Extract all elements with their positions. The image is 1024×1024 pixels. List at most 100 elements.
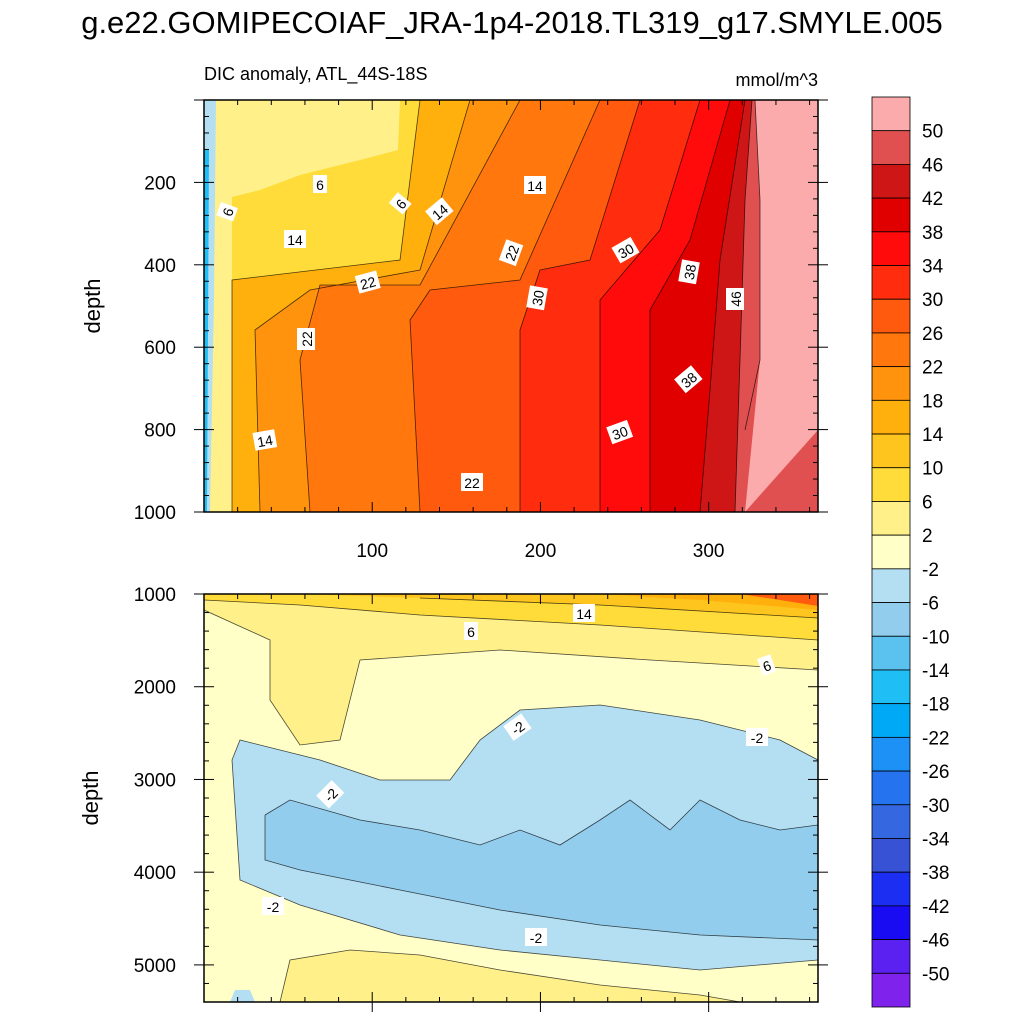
svg-text:14: 14 xyxy=(256,432,274,450)
contour-label: 14 xyxy=(284,230,306,248)
colorbar-label: -26 xyxy=(922,762,949,783)
colorbar-label: -2 xyxy=(922,560,939,581)
colorbar-label: -38 xyxy=(922,863,949,884)
colorbar-label: -42 xyxy=(922,897,949,918)
colorbar-swatch xyxy=(871,501,911,536)
svg-text:30: 30 xyxy=(610,423,630,443)
contour-label: 14 xyxy=(252,429,278,451)
colorbar-label: 30 xyxy=(922,290,943,311)
colorbar-swatch xyxy=(871,939,911,974)
contour-label: 22 xyxy=(354,270,381,294)
chart-title: g.e22.GOMIPECOIAF_JRA-1p4-2018.TL319_g17… xyxy=(81,5,943,40)
svg-text:-2: -2 xyxy=(267,899,280,915)
svg-text:22: 22 xyxy=(464,475,480,491)
contour-label: -2 xyxy=(746,728,768,746)
y-tick-label: 200 xyxy=(144,173,176,194)
contour-label: 22 xyxy=(498,239,524,267)
colorbar-swatch xyxy=(871,231,911,266)
svg-text:22: 22 xyxy=(502,243,522,263)
svg-text:46: 46 xyxy=(728,291,744,307)
y-tick-label: 2000 xyxy=(134,678,176,699)
x-tick-label: 300 xyxy=(693,541,725,562)
y-tick-label: 3000 xyxy=(134,770,176,791)
colorbar-label: 26 xyxy=(922,324,943,345)
y-tick-label: 1000 xyxy=(134,503,176,524)
lower-y-axis-label: depth xyxy=(78,770,103,825)
svg-text:6: 6 xyxy=(316,177,324,193)
contour-label: 30 xyxy=(611,236,640,264)
contour-label: 6 xyxy=(216,202,238,222)
svg-text:22: 22 xyxy=(299,331,315,347)
colorbar-label: 14 xyxy=(922,425,944,446)
svg-text:-2: -2 xyxy=(751,730,764,746)
colorbar-label: 46 xyxy=(922,155,943,176)
colorbar-swatch xyxy=(871,366,911,401)
colorbar-label: 50 xyxy=(922,122,943,143)
colorbar-label: 22 xyxy=(922,358,943,379)
colorbar-swatch xyxy=(871,164,911,199)
colorbar-swatch xyxy=(871,838,911,873)
contour-label: 22 xyxy=(297,328,315,350)
colorbar-swatch xyxy=(871,736,911,772)
contour-label: 30 xyxy=(526,285,548,311)
upper-panel-frame xyxy=(203,99,819,513)
colorbar-swatch xyxy=(871,568,911,603)
units-label: mmol/m^3 xyxy=(736,70,818,90)
colorbar-swatch xyxy=(871,871,911,907)
colorbar-label: -6 xyxy=(922,594,939,615)
colorbar-swatch xyxy=(871,770,911,806)
contour-label: 14 xyxy=(524,176,546,194)
y-tick-label: 1000 xyxy=(134,585,176,606)
chart-subtitle: DIC anomaly, ATL_44S-18S xyxy=(204,64,427,85)
colorbar-swatch xyxy=(871,669,911,705)
colorbar-swatch xyxy=(871,96,911,132)
x-tick-label: 200 xyxy=(525,541,557,562)
svg-text:-2: -2 xyxy=(530,930,543,946)
contour-label: -2 xyxy=(503,713,532,741)
y-tick-label: 600 xyxy=(144,338,176,359)
colorbar-label: -50 xyxy=(922,964,949,985)
colorbar-swatch xyxy=(871,534,911,570)
contour-label: 14 xyxy=(573,604,595,622)
colorbar-swatch xyxy=(871,265,911,300)
colorbar-swatch xyxy=(871,130,911,165)
contour-label: -2 xyxy=(316,780,345,809)
colorbar-label: -30 xyxy=(922,796,949,817)
svg-text:14: 14 xyxy=(576,606,592,622)
colorbar-swatch xyxy=(871,972,911,1008)
colorbar-swatch xyxy=(871,804,911,839)
contour-label: 6 xyxy=(388,192,412,215)
colorbar-label: 42 xyxy=(922,189,943,210)
contour-label: 38 xyxy=(678,259,700,285)
contour-label: -2 xyxy=(525,928,547,946)
svg-text:6: 6 xyxy=(467,624,475,640)
colorbar-label: 18 xyxy=(922,391,943,412)
contour-label: -2 xyxy=(262,897,284,915)
svg-text:30: 30 xyxy=(615,240,637,262)
y-tick-label: 5000 xyxy=(134,956,176,977)
contour-label: 6 xyxy=(464,622,478,640)
upper-panel-field xyxy=(204,100,818,512)
svg-text:14: 14 xyxy=(287,232,303,248)
colorbar-swatch xyxy=(871,905,911,940)
colorbar-label: 38 xyxy=(922,223,943,244)
svg-text:38: 38 xyxy=(681,263,699,281)
colorbar-swatch xyxy=(871,332,911,368)
svg-text:30: 30 xyxy=(529,289,547,307)
colorbar-label: 2 xyxy=(922,526,933,547)
colorbar-label: 10 xyxy=(922,459,943,480)
contour-label: 22 xyxy=(461,473,483,491)
colorbar-swatch xyxy=(871,602,911,637)
colorbar-label: -46 xyxy=(922,931,949,952)
contour-label: 38 xyxy=(674,365,703,394)
y-tick-label: 400 xyxy=(144,256,176,277)
contour-label: 6 xyxy=(757,654,777,676)
lower-panel-field xyxy=(204,594,818,1002)
colorbar-label: 6 xyxy=(922,492,933,513)
colorbar-swatch xyxy=(871,298,911,334)
colorbar-label: -34 xyxy=(922,829,950,850)
contour-label: 46 xyxy=(726,288,744,310)
upper-y-axis-label: depth xyxy=(80,278,105,333)
y-tick-label: 4000 xyxy=(134,863,176,884)
colorbar-swatch xyxy=(871,703,911,738)
